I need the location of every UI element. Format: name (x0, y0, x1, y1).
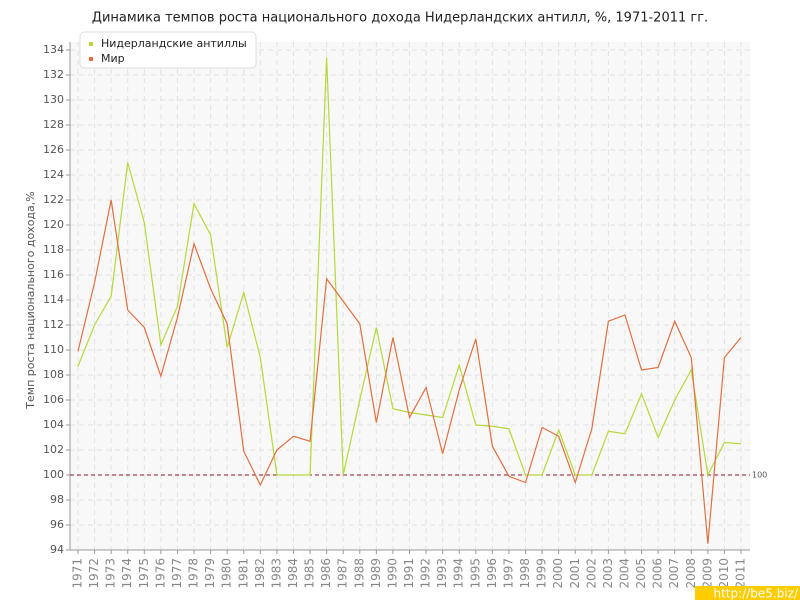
x-tick-label: 1983 (269, 558, 283, 589)
x-tick-label: 1986 (319, 558, 333, 589)
x-tick-label: 1982 (253, 558, 267, 589)
y-tick-label: 96 (50, 518, 64, 531)
x-tick-label: 1985 (303, 558, 317, 589)
x-tick-label: 2004 (617, 558, 631, 589)
watermark: http://be5.biz/ (713, 587, 798, 600)
y-tick-label: 122 (43, 193, 64, 206)
reference-label: 100 (752, 471, 767, 480)
x-tick-label: 1984 (286, 558, 300, 589)
legend-label: Нидерландские антиллы (101, 37, 247, 50)
y-tick-label: 114 (43, 293, 64, 306)
y-tick-label: 124 (43, 168, 64, 181)
x-tick-label: 1980 (220, 558, 234, 589)
x-tick-label: 1993 (435, 558, 449, 589)
y-tick-label: 106 (43, 393, 64, 406)
x-tick-label: 1973 (104, 558, 118, 589)
x-tick-label: 1991 (402, 558, 416, 589)
x-tick-label: 1978 (187, 558, 201, 589)
watermark-bg (695, 586, 800, 600)
y-tick-label: 132 (43, 68, 64, 81)
x-tick-label: 1976 (153, 558, 167, 589)
x-tick-label: 1989 (369, 558, 383, 589)
x-tick-label: 1987 (336, 558, 350, 589)
x-tick-label: 1998 (518, 558, 532, 589)
legend-swatch (89, 57, 93, 61)
series-line (77, 199, 742, 544)
x-tick-label: 1981 (236, 558, 250, 589)
y-tick-label: 116 (43, 268, 64, 281)
y-tick-label: 112 (43, 318, 64, 331)
y-tick-label: 118 (43, 243, 64, 256)
series-line (77, 57, 742, 477)
x-tick-label: 2002 (584, 558, 598, 589)
x-tick-label: 1977 (170, 558, 184, 589)
y-tick-label: 134 (43, 43, 64, 56)
y-tick-label: 102 (43, 443, 64, 456)
x-tick-label: 2001 (568, 558, 582, 589)
legend-swatch (89, 42, 93, 46)
y-tick-label: 104 (43, 418, 64, 431)
legend-label: Мир (101, 52, 125, 65)
x-tick-label: 1999 (535, 558, 549, 589)
y-tick-label: 130 (43, 93, 64, 106)
y-axis-label: Темп роста национального дохода,% (24, 191, 37, 409)
y-tick-label: 94 (50, 543, 64, 556)
x-tick-label: 2010 (717, 558, 731, 589)
legend-box (79, 31, 257, 69)
x-tick-label: 2000 (551, 558, 565, 589)
y-tick-label: 110 (43, 343, 64, 356)
x-tick-label: 1994 (452, 558, 466, 589)
y-tick-label: 120 (43, 218, 64, 231)
x-tick-label: 2007 (667, 558, 681, 589)
y-tick-label: 128 (43, 118, 64, 131)
y-tick-label: 98 (50, 493, 64, 506)
x-tick-label: 2006 (651, 558, 665, 589)
y-tick-label: 126 (43, 143, 64, 156)
y-tick-label: 108 (43, 368, 64, 381)
x-tick-label: 1997 (501, 558, 515, 589)
x-tick-label: 1972 (87, 558, 101, 589)
x-tick-label: 1995 (468, 558, 482, 589)
x-tick-label: 1979 (203, 558, 217, 589)
x-tick-label: 2011 (734, 558, 748, 589)
x-tick-label: 1996 (485, 558, 499, 589)
x-tick-label: 1974 (120, 558, 134, 589)
x-tick-label: 1992 (419, 558, 433, 589)
x-tick-label: 1990 (385, 558, 399, 589)
x-tick-label: 2003 (601, 558, 615, 589)
x-tick-label: 1988 (352, 558, 366, 589)
x-tick-label: 1975 (137, 558, 151, 589)
x-tick-label: 2008 (684, 558, 698, 589)
chart-title: Динамика темпов роста национального дохо… (92, 11, 708, 26)
x-tick-label: 2009 (700, 558, 714, 589)
x-tick-label: 2005 (634, 558, 648, 589)
y-tick-label: 100 (43, 468, 64, 481)
x-tick-label: 1971 (71, 558, 85, 589)
